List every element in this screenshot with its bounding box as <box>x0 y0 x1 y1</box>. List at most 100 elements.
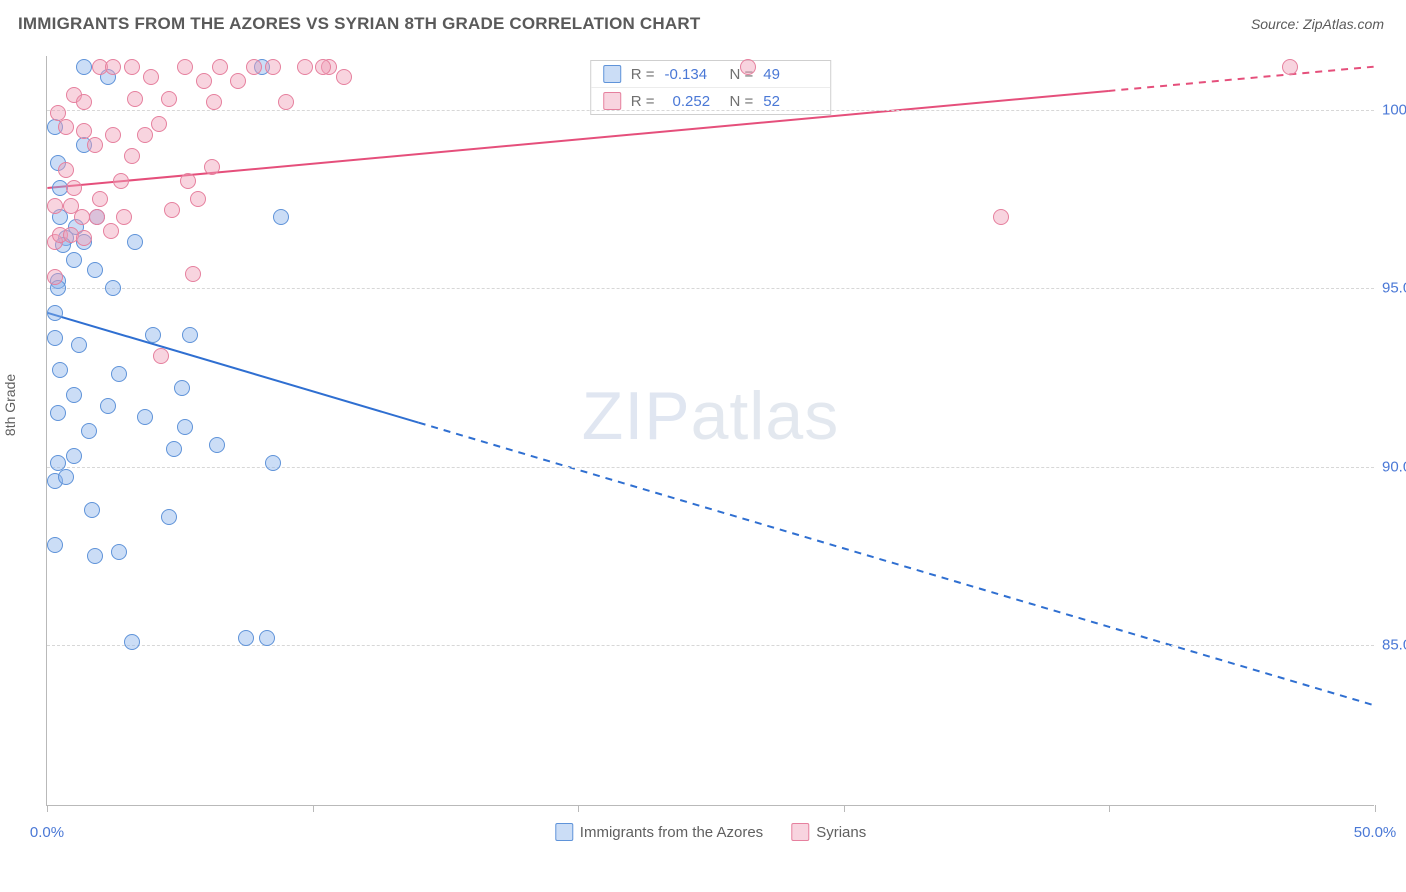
data-point-syrians <box>66 180 82 196</box>
data-point-azores <box>87 262 103 278</box>
data-point-syrians <box>1282 59 1298 75</box>
data-point-azores <box>182 327 198 343</box>
data-point-syrians <box>76 94 92 110</box>
ytick-label: 95.0% <box>1382 280 1406 297</box>
gridline-h <box>47 110 1374 111</box>
data-point-azores <box>111 366 127 382</box>
data-point-azores <box>105 280 121 296</box>
data-point-azores <box>50 405 66 421</box>
r-value-syrians: 0.252 <box>665 93 720 110</box>
xtick-label: 0.0% <box>30 824 64 841</box>
data-point-syrians <box>103 223 119 239</box>
data-point-azores <box>111 544 127 560</box>
r-label: R = <box>631 93 655 110</box>
data-point-azores <box>52 362 68 378</box>
data-point-syrians <box>196 73 212 89</box>
source-prefix: Source: <box>1251 16 1303 32</box>
data-point-syrians <box>113 173 129 189</box>
data-point-syrians <box>127 91 143 107</box>
data-point-syrians <box>89 209 105 225</box>
legend-label-azores: Immigrants from the Azores <box>580 824 763 841</box>
data-point-syrians <box>50 105 66 121</box>
data-point-azores <box>238 630 254 646</box>
data-point-azores <box>145 327 161 343</box>
data-point-azores <box>47 330 63 346</box>
data-point-syrians <box>151 116 167 132</box>
ytick-label: 90.0% <box>1382 458 1406 475</box>
correlation-legend: R = -0.134 N = 49 R = 0.252 N = 52 <box>590 60 832 115</box>
data-point-azores <box>209 437 225 453</box>
data-point-azores <box>66 252 82 268</box>
data-point-syrians <box>190 191 206 207</box>
xtick <box>1109 805 1110 812</box>
data-point-syrians <box>161 91 177 107</box>
data-point-azores <box>58 469 74 485</box>
data-point-syrians <box>58 162 74 178</box>
legend-label-syrians: Syrians <box>816 824 866 841</box>
data-point-syrians <box>116 209 132 225</box>
swatch-azores <box>555 823 573 841</box>
plot-area: ZIPatlas R = -0.134 N = 49 R = 0.252 N =… <box>46 56 1374 806</box>
n-label: N = <box>730 93 754 110</box>
data-point-syrians <box>124 59 140 75</box>
legend-item-syrians: Syrians <box>791 823 866 841</box>
data-point-syrians <box>177 59 193 75</box>
legend-row-azores: R = -0.134 N = 49 <box>591 61 831 87</box>
data-point-azores <box>66 448 82 464</box>
watermark: ZIPatlas <box>582 377 839 455</box>
data-point-syrians <box>143 69 159 85</box>
data-point-azores <box>71 337 87 353</box>
xtick <box>313 805 314 812</box>
data-point-syrians <box>278 94 294 110</box>
data-point-syrians <box>92 191 108 207</box>
data-point-syrians <box>297 59 313 75</box>
data-point-azores <box>166 441 182 457</box>
data-point-azores <box>84 502 100 518</box>
data-point-azores <box>161 509 177 525</box>
data-point-syrians <box>87 137 103 153</box>
data-point-syrians <box>74 209 90 225</box>
data-point-azores <box>177 419 193 435</box>
data-point-syrians <box>47 198 63 214</box>
xtick-label: 50.0% <box>1354 824 1397 841</box>
xtick <box>578 805 579 812</box>
data-point-syrians <box>47 269 63 285</box>
r-label: R = <box>631 66 655 83</box>
data-point-syrians <box>246 59 262 75</box>
swatch-syrians <box>791 823 809 841</box>
watermark-thin: atlas <box>691 378 840 454</box>
source-name: ZipAtlas.com <box>1303 16 1384 32</box>
xtick <box>1375 805 1376 812</box>
data-point-syrians <box>315 59 331 75</box>
data-point-azores <box>76 59 92 75</box>
swatch-azores <box>603 65 621 83</box>
ytick-label: 100.0% <box>1382 101 1406 118</box>
data-point-syrians <box>137 127 153 143</box>
data-point-syrians <box>204 159 220 175</box>
gridline-h <box>47 288 1374 289</box>
trend-dashed-azores <box>419 423 1374 705</box>
swatch-syrians <box>603 92 621 110</box>
data-point-syrians <box>265 59 281 75</box>
data-point-syrians <box>185 266 201 282</box>
r-value-azores: -0.134 <box>665 66 720 83</box>
chart-container: 8th Grade ZIPatlas R = -0.134 N = 49 R =… <box>0 48 1406 858</box>
data-point-azores <box>273 209 289 225</box>
data-point-syrians <box>105 59 121 75</box>
data-point-syrians <box>206 94 222 110</box>
data-point-azores <box>100 398 116 414</box>
data-point-syrians <box>76 230 92 246</box>
xtick <box>844 805 845 812</box>
watermark-bold: ZIP <box>582 378 691 454</box>
ytick-label: 85.0% <box>1382 637 1406 654</box>
chart-title: IMMIGRANTS FROM THE AZORES VS SYRIAN 8TH… <box>18 14 700 34</box>
data-point-syrians <box>336 69 352 85</box>
data-point-syrians <box>740 59 756 75</box>
legend-item-azores: Immigrants from the Azores <box>555 823 763 841</box>
data-point-azores <box>47 305 63 321</box>
y-axis-label: 8th Grade <box>2 374 18 436</box>
n-value-azores: 49 <box>763 66 818 83</box>
trend-lines <box>47 56 1374 805</box>
data-point-syrians <box>76 123 92 139</box>
data-point-syrians <box>153 348 169 364</box>
